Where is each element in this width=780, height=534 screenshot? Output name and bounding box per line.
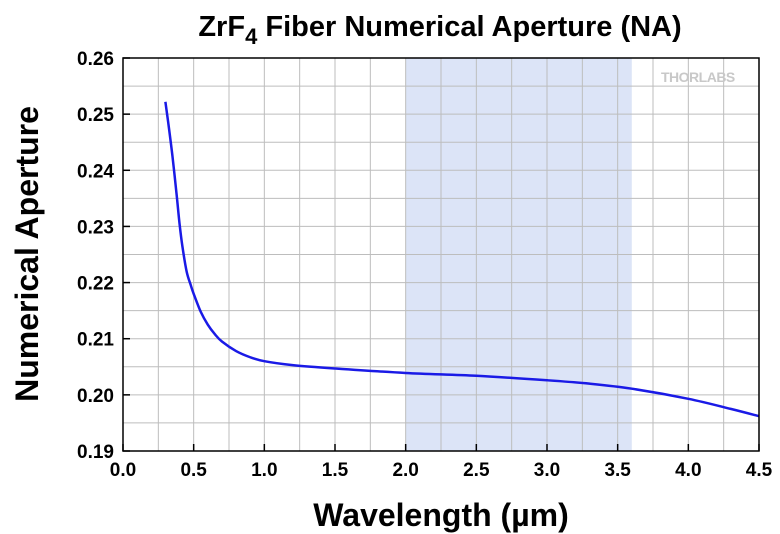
y-tick-label: 0.21 [77, 330, 114, 351]
x-tick-label: 4.5 [746, 460, 773, 481]
thorlabs-logo: THORLABS [661, 69, 735, 85]
axis-ticks: 0.0 0.5 1.0 1.5 2.0 2.5 3.0 3.5 4.0 4.5 0.19 0.20 0.… [77, 49, 773, 481]
y-tick-label: 0.22 [77, 274, 114, 295]
y-tick-label: 0.19 [77, 442, 114, 463]
y-tick-label: 0.23 [77, 217, 114, 238]
x-tick-label: 2.5 [463, 460, 490, 481]
x-tick-label: 3.0 [534, 460, 560, 481]
x-tick-label: 2.0 [392, 460, 418, 481]
x-tick-label: 1.0 [251, 460, 277, 481]
y-tick-label: 0.20 [77, 386, 114, 407]
x-tick-label: 1.5 [322, 460, 349, 481]
grid [123, 58, 759, 451]
x-tick-label: 3.5 [604, 460, 631, 481]
y-tick-label: 0.26 [77, 49, 114, 70]
x-axis-label: Wavelength (µm) [313, 497, 568, 533]
x-tick-label: 0.0 [110, 460, 136, 481]
y-tick-label: 0.24 [77, 161, 114, 182]
chart-title: ZrF4 Fiber Numerical Aperture (NA) [198, 11, 681, 49]
y-tick-label: 0.25 [77, 105, 114, 126]
x-tick-label: 0.5 [180, 460, 207, 481]
plot-frame [122, 57, 760, 452]
y-axis-label: Numerical Aperture [9, 106, 45, 402]
x-tick-label: 4.0 [675, 460, 701, 481]
series-line [164, 101, 760, 418]
